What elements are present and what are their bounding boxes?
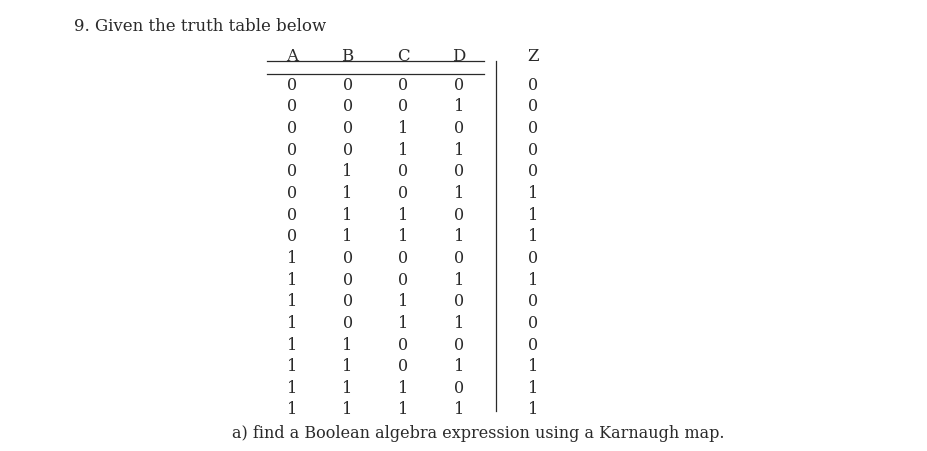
Text: 0: 0 [528, 250, 538, 267]
Text: 1: 1 [398, 142, 409, 159]
Text: Z: Z [527, 48, 539, 65]
Text: 1: 1 [527, 380, 539, 397]
Text: 1: 1 [398, 401, 409, 419]
Text: 0: 0 [399, 98, 408, 115]
Text: 0: 0 [287, 163, 297, 180]
Text: 0: 0 [399, 358, 408, 375]
Text: 1: 1 [286, 315, 298, 332]
Text: 1: 1 [398, 380, 409, 397]
Text: 0: 0 [343, 98, 352, 115]
Text: a) find a Boolean algebra expression using a Karnaugh map.: a) find a Boolean algebra expression usi… [232, 425, 724, 442]
Text: 0: 0 [287, 207, 297, 224]
Text: 0: 0 [454, 336, 464, 354]
Text: A: A [286, 48, 298, 65]
Text: 0: 0 [528, 120, 538, 137]
Text: 0: 0 [287, 228, 297, 245]
Text: 0: 0 [287, 77, 297, 94]
Text: C: C [397, 48, 410, 65]
Text: 0: 0 [454, 120, 464, 137]
Text: D: D [452, 48, 465, 65]
Text: 1: 1 [342, 336, 353, 354]
Text: 1: 1 [342, 401, 353, 419]
Text: 1: 1 [286, 272, 298, 289]
Text: 1: 1 [527, 358, 539, 375]
Text: 0: 0 [399, 272, 408, 289]
Text: 1: 1 [286, 293, 298, 310]
Text: 0: 0 [528, 163, 538, 180]
Text: 0: 0 [399, 250, 408, 267]
Text: 0: 0 [528, 315, 538, 332]
Text: 0: 0 [343, 315, 352, 332]
Text: 0: 0 [399, 77, 408, 94]
Text: 1: 1 [342, 207, 353, 224]
Text: 1: 1 [398, 120, 409, 137]
Text: 1: 1 [527, 185, 539, 202]
Text: 1: 1 [342, 163, 353, 180]
Text: 1: 1 [286, 380, 298, 397]
Text: 1: 1 [527, 272, 539, 289]
Text: 0: 0 [528, 293, 538, 310]
Text: 0: 0 [399, 163, 408, 180]
Text: 1: 1 [286, 401, 298, 419]
Text: 1: 1 [527, 401, 539, 419]
Text: 1: 1 [398, 293, 409, 310]
Text: 1: 1 [286, 250, 298, 267]
Text: 1: 1 [342, 185, 353, 202]
Text: 1: 1 [453, 315, 464, 332]
Text: 1: 1 [527, 207, 539, 224]
Text: 0: 0 [454, 250, 464, 267]
Text: 0: 0 [287, 142, 297, 159]
Text: 1: 1 [453, 272, 464, 289]
Text: 0: 0 [528, 142, 538, 159]
Text: 1: 1 [342, 358, 353, 375]
Text: 1: 1 [453, 228, 464, 245]
Text: 0: 0 [454, 380, 464, 397]
Text: 0: 0 [287, 98, 297, 115]
Text: 0: 0 [343, 293, 352, 310]
Text: 0: 0 [343, 272, 352, 289]
Text: 0: 0 [399, 336, 408, 354]
Text: 0: 0 [287, 120, 297, 137]
Text: B: B [341, 48, 354, 65]
Text: 0: 0 [343, 250, 352, 267]
Text: 0: 0 [343, 120, 352, 137]
Text: 1: 1 [398, 207, 409, 224]
Text: 1: 1 [286, 358, 298, 375]
Text: 1: 1 [527, 228, 539, 245]
Text: 0: 0 [528, 77, 538, 94]
Text: 0: 0 [287, 185, 297, 202]
Text: 0: 0 [399, 185, 408, 202]
Text: 1: 1 [453, 358, 464, 375]
Text: 0: 0 [528, 98, 538, 115]
Text: 0: 0 [454, 207, 464, 224]
Text: 1: 1 [453, 185, 464, 202]
Text: 1: 1 [453, 98, 464, 115]
Text: 0: 0 [454, 77, 464, 94]
Text: 0: 0 [528, 336, 538, 354]
Text: 1: 1 [342, 380, 353, 397]
Text: 0: 0 [343, 142, 352, 159]
Text: 0: 0 [454, 163, 464, 180]
Text: 9. Given the truth table below: 9. Given the truth table below [74, 18, 326, 35]
Text: 1: 1 [398, 228, 409, 245]
Text: 1: 1 [453, 401, 464, 419]
Text: 1: 1 [342, 228, 353, 245]
Text: 1: 1 [453, 142, 464, 159]
Text: 1: 1 [398, 315, 409, 332]
Text: 1: 1 [286, 336, 298, 354]
Text: 0: 0 [343, 77, 352, 94]
Text: 0: 0 [454, 293, 464, 310]
